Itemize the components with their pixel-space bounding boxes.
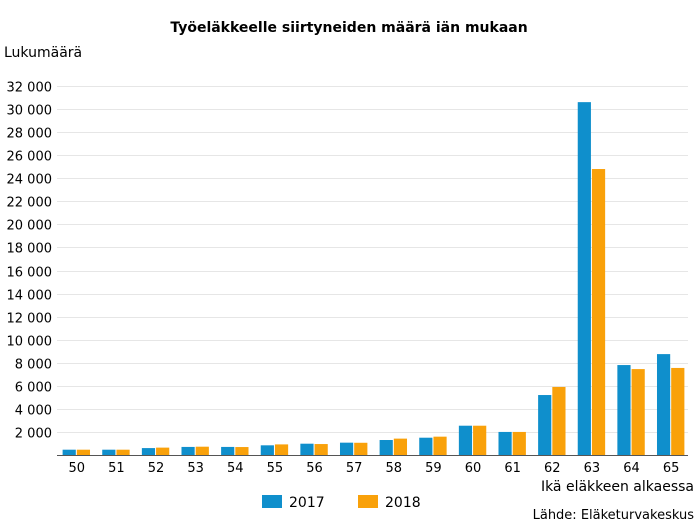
x-tick-label: 65 [663,461,680,476]
y-tick-label: 16 000 [7,266,53,281]
y-tick-label: 18 000 [7,242,53,257]
bar-2018-51 [116,449,130,455]
x-tick-label: 53 [187,461,204,476]
bar-2017-56 [300,443,314,455]
bar-2018-65 [671,367,685,455]
bar-2018-53 [195,446,209,455]
legend-label: 2018 [385,495,421,511]
legend-swatch-2018 [358,495,378,508]
legend: 2017 2018 [262,495,421,511]
bar-2018-57 [354,442,368,455]
x-tick-label: 61 [504,461,521,476]
x-tick-label: 57 [346,461,363,476]
y-tick-label: 28 000 [7,127,53,142]
bar-2017-53 [181,446,195,455]
y-tick-label: 32 000 [7,81,53,96]
y-tick-label: 14 000 [7,289,53,304]
x-tick-label: 62 [544,461,561,476]
bar-2018-64 [631,369,645,455]
x-axis-label: Ikä eläkkeen alkaessa [541,479,694,495]
y-tick-label: 10 000 [7,335,53,350]
y-tick-label: 4 000 [15,404,52,419]
bar-2018-59 [433,436,447,455]
bar-2017-55 [260,445,274,455]
y-tick-label: 6 000 [15,381,52,396]
bar-2018-63 [591,169,606,455]
legend-label: 2017 [289,495,325,511]
bar-2018-61 [512,431,526,455]
bar-2017-51 [102,449,116,455]
y-tick-label: 30 000 [7,104,53,119]
y-tick-label: 26 000 [7,150,53,165]
y-tick-label: 12 000 [7,312,53,327]
source-note: Lähde: Eläketurvakeskus [533,508,695,523]
x-tick-label: 59 [425,461,442,476]
bar-2017-50 [62,449,76,455]
x-tick-label: 51 [108,461,125,476]
bar-2018-58 [393,438,408,455]
bar-2017-63 [577,102,591,456]
bar-2017-59 [419,437,433,455]
x-tick-label: 60 [465,461,482,476]
x-tick-label: 64 [623,461,640,476]
legend-swatch-2017 [262,495,282,508]
x-tick-label: 54 [227,461,244,476]
bar-2018-60 [473,425,487,455]
bar-2018-62 [552,386,566,455]
x-tick-label: 50 [69,461,86,476]
bar-2018-56 [314,444,328,455]
y-tick-label: 2 000 [15,427,52,442]
x-tick-label: 63 [584,461,601,476]
bar-2017-60 [458,425,473,455]
bar-2018-52 [156,447,170,455]
bar-2017-61 [498,431,512,455]
x-tick-label: 58 [386,461,403,476]
x-tick-label: 52 [148,461,165,476]
y-tick-label: 8 000 [15,358,52,373]
bar-2017-52 [141,448,156,455]
bar-2017-57 [339,442,354,455]
bar-2017-54 [221,446,235,455]
y-tick-label: 24 000 [7,173,53,188]
bar-2018-55 [274,444,289,455]
bar-2017-64 [617,365,631,455]
bar-2017-62 [538,395,552,455]
y-tick-label: 22 000 [7,196,53,211]
y-axis-label: Lukumäärä [4,45,82,61]
chart-title: Työeläkkeelle siirtyneiden määrä iän muk… [170,20,527,36]
x-tick-label: 56 [306,461,323,476]
y-tick-label: 20 000 [7,219,53,234]
bar-2017-58 [379,440,393,455]
bar-2018-54 [235,447,249,455]
bar-2017-65 [656,354,671,455]
bar-2018-50 [76,449,91,455]
x-tick-label: 55 [267,461,284,476]
